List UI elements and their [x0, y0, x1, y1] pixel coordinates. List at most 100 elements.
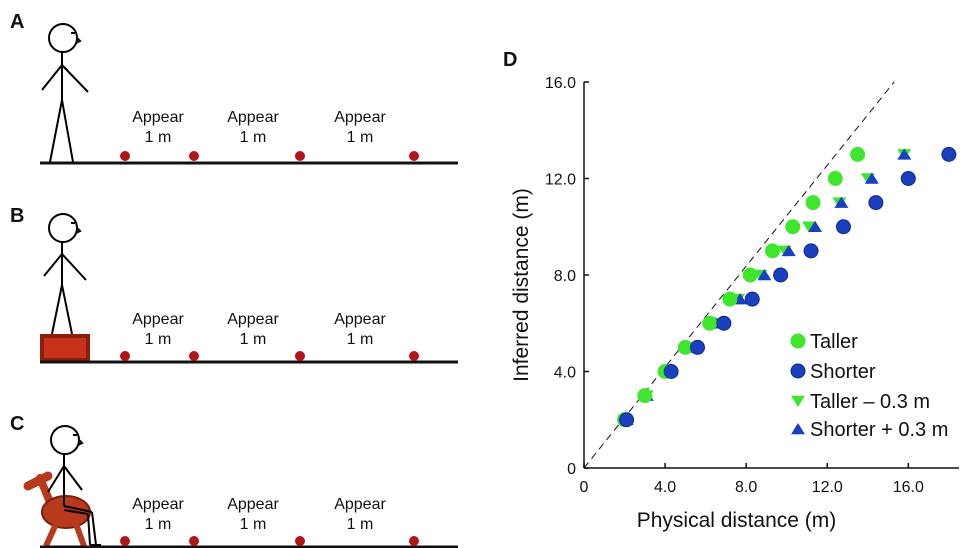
marker-dots-c [120, 536, 419, 546]
panel-a-label: A [10, 11, 24, 33]
appear-label: Appear [334, 496, 386, 513]
data-point [722, 291, 738, 307]
appear-distance: 1 m [240, 129, 267, 146]
panel-c: C Appear 1 m Appear 1 m Appear [10, 413, 458, 548]
data-point [803, 243, 819, 259]
data-point [702, 315, 718, 331]
stick-figure-standing [41, 23, 89, 163]
data-point [757, 269, 772, 281]
marker-dot [295, 351, 305, 361]
appear-distance: 1 m [145, 516, 172, 533]
marker-dots-a [120, 151, 419, 161]
marker-dot [409, 536, 419, 546]
appear-distance: 1 m [240, 516, 267, 533]
data-point [808, 220, 823, 232]
legend-marker [790, 333, 806, 349]
marker-dot [189, 151, 199, 161]
marker-dots-b [120, 351, 419, 361]
legend-marker [791, 423, 805, 435]
data-point [864, 172, 879, 184]
panel-a: A Appear 1 m Appear 1 m Appear 1 m [10, 11, 458, 165]
data-point [835, 219, 851, 235]
data-point [781, 244, 796, 257]
data-point [690, 339, 706, 355]
y-axis-title: Inferred distance (m) [510, 188, 533, 382]
appear-distance: 1 m [145, 331, 172, 348]
marker-dot [409, 151, 419, 161]
box-step-face [44, 338, 86, 358]
x-axis-title: Physical distance (m) [637, 509, 837, 532]
data-point [897, 148, 912, 160]
data-point [773, 267, 789, 283]
series-circle-shorter [619, 146, 957, 428]
x-tick-label: 4.0 [654, 479, 676, 496]
data-point [805, 195, 821, 211]
appear-labels-b: Appear 1 m Appear 1 m Appear 1 m [132, 311, 386, 348]
data-point [802, 221, 816, 233]
x-tick-label: 8.0 [735, 479, 757, 496]
y-tick-label: 12.0 [545, 172, 576, 189]
appear-distance: 1 m [347, 129, 374, 146]
data-point [900, 171, 916, 186]
legend-label: Shorter [810, 361, 876, 383]
legend-label: Taller – 0.3 m [810, 391, 930, 413]
panel-d-label: D [503, 49, 517, 71]
marker-dot [409, 351, 419, 361]
marker-dot [189, 351, 199, 361]
panel-c-label: C [10, 413, 24, 435]
appear-label: Appear [132, 496, 184, 513]
series-triangle-up-shorter [619, 148, 912, 425]
y-tick-label: 8.0 [554, 268, 576, 285]
appear-label: Appear [227, 109, 279, 126]
panel-b-label: B [10, 205, 24, 227]
appear-distance: 1 m [347, 331, 374, 348]
data-point [834, 196, 849, 208]
y-tick-label: 4.0 [554, 365, 576, 382]
data-point [744, 291, 760, 307]
appear-distance: 1 m [145, 129, 172, 146]
data-point [663, 364, 679, 379]
appear-label: Appear [132, 109, 184, 126]
panel-b: B Appear 1 m Appear 1 m Appear 1 m [10, 205, 458, 364]
identity-reference-line [583, 81, 895, 469]
marker-dot [295, 536, 305, 546]
x-tick-label: 16.0 [893, 479, 924, 496]
appear-labels-c: Appear 1 m Appear 1 m Appear 1 m [132, 496, 386, 533]
data-point [637, 388, 653, 404]
marker-dot [120, 536, 130, 546]
chair [23, 471, 91, 548]
series-triangle-down-taller [617, 149, 912, 426]
marker-dot [120, 351, 130, 361]
data-point [619, 412, 635, 428]
marker-dot [120, 151, 130, 161]
legend-label: Shorter + 0.3 m [810, 419, 948, 441]
data-point [850, 146, 866, 162]
scatter-plot: 0 4.0 8.0 12.0 16.0 0 4.0 8.0 12.0 16.0 Physical d… [510, 75, 959, 532]
marker-dot [189, 536, 199, 546]
data-point [742, 267, 758, 283]
appear-label: Appear [227, 496, 279, 513]
stick-figure-seated [47, 425, 101, 546]
legend-marker [791, 395, 805, 407]
marker-dot [295, 151, 305, 161]
stick-figure-on-box [43, 213, 87, 335]
data-point [868, 195, 884, 211]
data-point [765, 243, 781, 259]
y-tick-label: 0 [567, 461, 576, 478]
appear-distance: 1 m [240, 331, 267, 348]
series-circle-taller [617, 146, 866, 428]
appear-labels-a: Appear 1 m Appear 1 m Appear 1 m [132, 109, 386, 146]
x-tick-label: 0 [580, 479, 589, 496]
appear-label: Appear [227, 311, 279, 328]
legend-label: Taller [810, 331, 858, 353]
data-point [827, 171, 843, 186]
panel-d: D 0 4.0 8.0 12.0 16.0 0 4.0 8.0 12.0 16.0 Physical… [503, 49, 959, 532]
appear-label: Appear [132, 311, 184, 328]
appear-label: Appear [334, 109, 386, 126]
y-tick-label: 16.0 [545, 75, 576, 92]
appear-distance: 1 m [347, 516, 374, 533]
data-point [941, 146, 957, 162]
data-point [785, 219, 801, 235]
x-tick-label: 12.0 [812, 479, 843, 496]
